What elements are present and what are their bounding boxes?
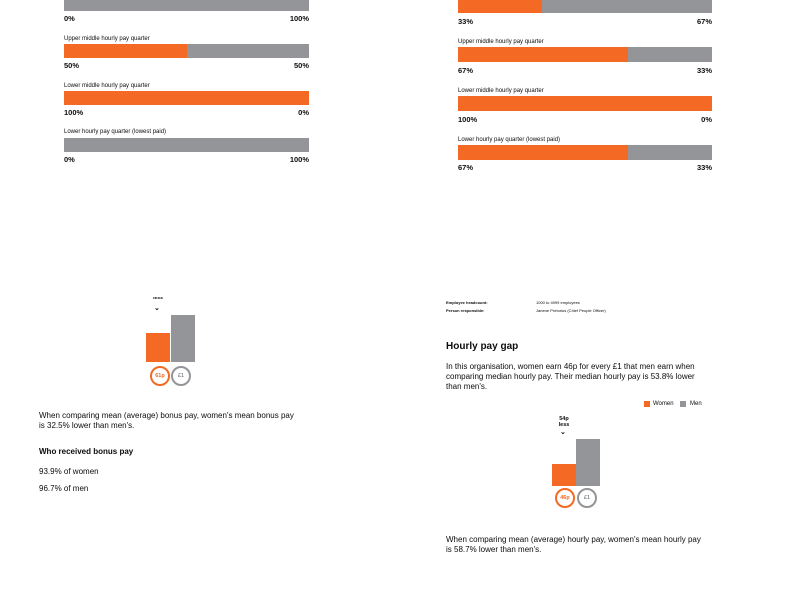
right-quarter-bar-1: [458, 0, 712, 13]
headcount-label: Employee headcount:: [446, 300, 488, 305]
women-percent: 100%: [64, 108, 84, 117]
hourly-mean-text: When comparing mean (average) hourly pay…: [446, 535, 701, 554]
left-quarter-bar-1: [64, 0, 309, 11]
less-label: less: [558, 422, 570, 428]
right-quarter-bar-2: [458, 47, 712, 62]
women-legend-label: Women: [653, 401, 674, 407]
men-legend-swatch: [680, 401, 686, 407]
men-percent: 0%: [701, 115, 712, 124]
hourly-intro-text: In this organisation, women earn 46p for…: [446, 362, 695, 391]
men-percent: 33%: [696, 163, 712, 172]
left-quarter-bar-2: [64, 44, 309, 58]
women-pay-circle: 61p: [150, 366, 170, 386]
women-fill: [458, 145, 629, 160]
headcount-value: 1000 to 4999 employees: [536, 300, 580, 305]
quarter-label: Upper middle hourly pay quarter: [458, 39, 544, 45]
women-legend-swatch: [644, 401, 650, 407]
women-percent: 67%: [458, 66, 474, 75]
men-pay-circle: £1: [577, 488, 597, 508]
right-quarter-bar-3: [458, 96, 712, 111]
men-percent: 100%: [289, 155, 309, 164]
men-bonus-bar: [171, 315, 195, 362]
women-percent: 0%: [64, 155, 75, 164]
less-amount: 54p: [559, 416, 569, 422]
right-quarter-bar-4: [458, 145, 712, 160]
men-pay-circle: £1: [171, 366, 191, 386]
less-label: less: [153, 297, 163, 301]
women-percent: 0%: [64, 14, 75, 23]
men-hourly-bar: [576, 439, 600, 486]
women-hourly-bar: [552, 464, 576, 486]
women-received-bonus: 93.9% of women: [39, 467, 99, 476]
who-received-heading: Who received bonus pay: [39, 447, 134, 456]
person-value: Janene Pretorius (Chief People Officer): [536, 308, 606, 313]
bonus-mean-text: When comparing mean (average) bonus pay,…: [39, 411, 294, 430]
women-fill: [64, 91, 309, 105]
women-percent: 33%: [458, 17, 474, 26]
men-percent: 0%: [298, 108, 309, 117]
quarter-label: Lower hourly pay quarter (lowest paid): [64, 129, 167, 135]
women-fill: [64, 44, 187, 58]
quarter-label: Upper middle hourly pay quarter: [64, 36, 150, 42]
women-fill: [458, 96, 712, 111]
men-legend-label: Men: [690, 401, 702, 407]
women-fill: [458, 47, 629, 62]
quarter-label: Lower middle hourly pay quarter: [458, 88, 544, 94]
women-fill: [458, 0, 542, 13]
men-received-bonus: 96.7% of men: [39, 484, 89, 493]
quarter-label: Lower hourly pay quarter (lowest paid): [458, 137, 561, 143]
men-percent: 100%: [289, 14, 309, 23]
hourly-pay-gap-heading: Hourly pay gap: [446, 341, 519, 352]
women-percent: 100%: [458, 115, 478, 124]
left-quarter-bar-4: [64, 138, 309, 152]
men-percent: 33%: [696, 66, 712, 75]
men-percent: 50%: [293, 61, 309, 70]
women-percent: 67%: [458, 163, 474, 172]
men-percent: 67%: [696, 17, 712, 26]
women-pay-circle: 46p: [555, 488, 575, 508]
women-bonus-bar: [146, 333, 170, 362]
left-quarter-bar-3: [64, 91, 309, 105]
chevron-down-icon: ⌄: [560, 429, 566, 436]
person-label: Person responsible:: [446, 308, 485, 313]
chevron-down-icon: ⌄: [154, 305, 160, 312]
quarter-label: Lower middle hourly pay quarter: [64, 83, 150, 89]
women-percent: 50%: [64, 61, 80, 70]
